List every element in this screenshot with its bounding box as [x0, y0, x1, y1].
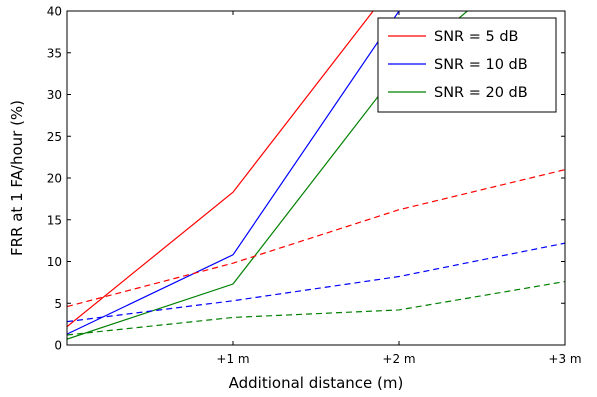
series-snr5-dashed — [67, 169, 565, 308]
y-tick-label-8: 40 — [47, 5, 62, 19]
legend-label-snr20: SNR = 20 dB — [434, 85, 528, 101]
y-tick-label-5: 25 — [47, 130, 62, 144]
x-axis-ticks: +1 m +2 m +3 m — [66, 11, 582, 366]
x-tick-label-2: +2 m — [382, 352, 415, 366]
series-snr5-solid — [67, 11, 374, 328]
series-snr10-solid — [67, 11, 400, 335]
y-tick-label-3: 15 — [47, 213, 62, 227]
legend-box — [377, 17, 557, 113]
y-axis-ticks: 0 5 10 15 20 25 30 35 40 — [47, 5, 565, 353]
x-tick-label-3: +3 m — [548, 352, 581, 366]
y-axis-label: FRR at 1 FA/hour (%) — [8, 100, 26, 256]
y-tick-label-7: 35 — [47, 46, 62, 60]
series-layer — [67, 11, 565, 340]
series-snr10-dashed — [67, 242, 565, 323]
y-tick-label-4: 20 — [47, 172, 62, 186]
x-axis-label: Additional distance (m) — [229, 374, 404, 392]
x-tick-label-1: +1 m — [216, 352, 249, 366]
y-tick-label-2: 10 — [47, 255, 62, 269]
legend-label-snr5: SNR = 5 dB — [434, 29, 518, 45]
series-snr20-dashed — [67, 280, 565, 336]
plot-frame — [66, 10, 566, 346]
y-tick-label-1: 5 — [54, 297, 62, 311]
y-tick-label-0: 0 — [54, 339, 62, 353]
legend: SNR = 5 dB SNR = 10 dB SNR = 20 dB — [377, 17, 557, 113]
y-tick-label-6: 30 — [47, 88, 62, 102]
legend-label-snr10: SNR = 10 dB — [434, 57, 528, 73]
